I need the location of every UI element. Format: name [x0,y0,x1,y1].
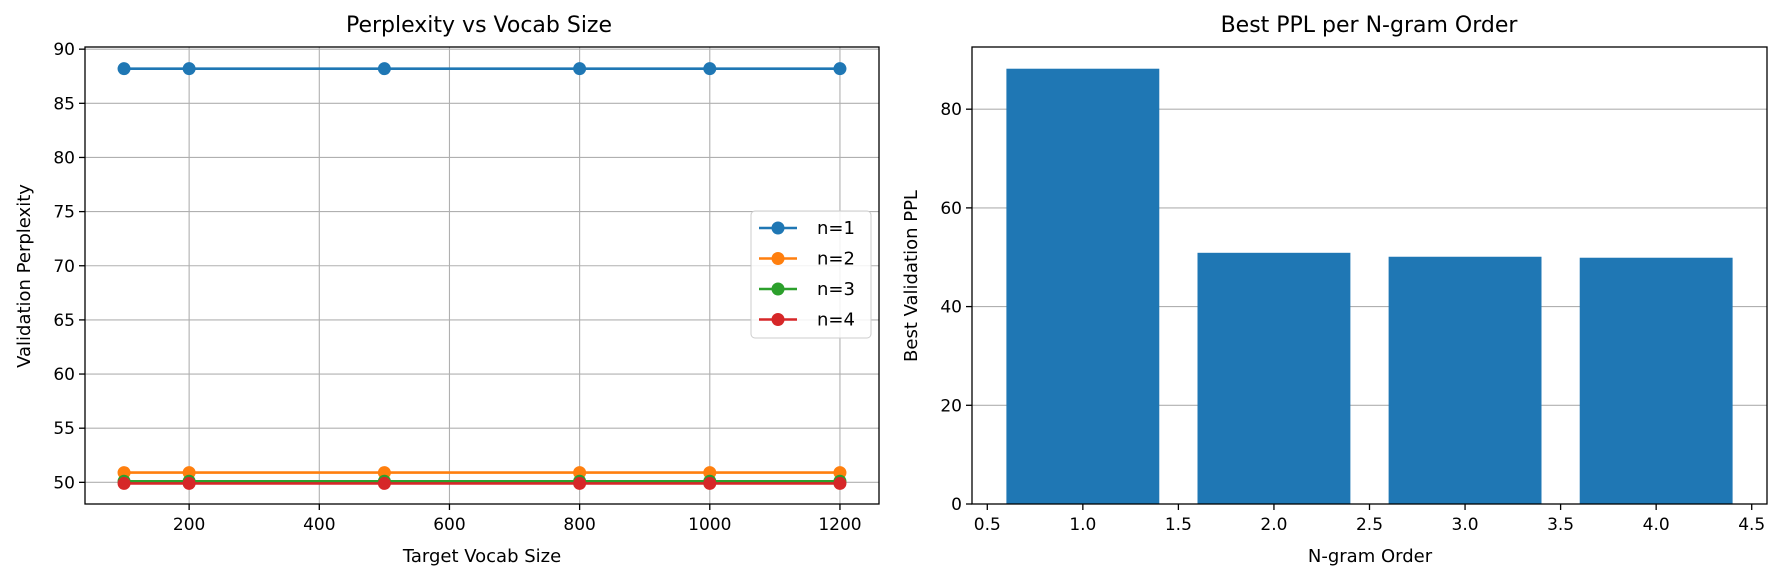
line-chart-frame [84,46,880,505]
x-tick-label: 2.5 [1356,515,1383,535]
x-tick-label: 3.5 [1547,515,1574,535]
line-chart-legend: n=1 n=2 n=3 n=4 [750,210,872,339]
x-tick-label: 600 [433,515,465,535]
y-tick-label: 90 [53,40,75,60]
y-tick-label: 70 [53,257,75,277]
bar-chart-title: Best PPL per N-gram Order [1221,13,1519,38]
x-tick-label: 1.0 [1069,515,1096,535]
y-tick-label: 80 [53,148,75,168]
y-tick-label: 0 [951,495,962,515]
x-tick-label: 3.0 [1452,515,1479,535]
legend-label: n=3 [817,279,855,300]
y-tick-label: 20 [940,396,962,416]
data-point [182,476,196,490]
legend-swatch-marker [771,221,785,235]
x-tick-label: 200 [173,515,205,535]
bar-chart-bars [1006,68,1733,504]
data-point [833,62,847,76]
y-tick-label: 60 [53,365,75,385]
x-tick-label: 1.5 [1165,515,1192,535]
line-chart-xlabel: Target Vocab Size [402,546,561,567]
data-point [573,476,587,490]
line-chart-ticks: 200 400 600 800 1000 1200 50 55 60 65 70 75 80 85 90 [53,40,861,535]
y-tick-label: 40 [940,298,962,318]
bar-chart-ylabel: Best Validation PPL [901,190,922,362]
data-point [117,476,131,490]
data-point [182,62,196,76]
bar [1006,68,1160,504]
bar-chart-ticks: 0 20 40 60 80 0.5 1.0 1.5 2.0 2.5 3.0 3.5 4.0 4.5 [940,100,1765,535]
x-tick-label: 400 [303,515,335,535]
legend-box [750,210,872,339]
x-tick-label: 0.5 [974,515,1001,535]
y-tick-label: 55 [53,419,75,439]
data-point [833,476,847,490]
line-chart-series [117,62,847,490]
y-tick-label: 80 [940,100,962,120]
line-chart-perplexity: Perplexity vs Vocab Size 200 400 600 800 100… [14,13,880,567]
line-chart-ylabel: Validation Perplexity [14,184,35,368]
bar-chart-xlabel: N-gram Order [1308,546,1433,567]
data-point [377,62,391,76]
data-point [703,476,717,490]
data-point [703,62,717,76]
data-point [377,476,391,490]
legend-label: n=1 [817,218,855,239]
y-tick-label: 60 [940,199,962,219]
y-tick-label: 65 [53,311,75,331]
legend-swatch-marker [771,252,785,265]
x-tick-label: 1200 [818,515,861,535]
y-tick-label: 50 [53,473,75,493]
legend-swatch-marker [771,282,785,296]
bar [1388,256,1542,504]
line-chart-title: Perplexity vs Vocab Size [346,13,612,38]
x-tick-label: 2.0 [1260,515,1287,535]
legend-swatch-marker [771,313,785,326]
data-point [117,62,131,76]
bar [1197,252,1351,504]
bar [1579,257,1733,504]
y-tick-label: 75 [53,203,75,223]
x-tick-label: 4.5 [1738,515,1765,535]
y-tick-label: 85 [53,94,75,114]
x-tick-label: 1000 [688,515,731,535]
data-point [573,62,587,76]
bar-chart-best-ppl: Best PPL per N-gram Order 0 20 40 60 80 0.5 1.… [901,13,1768,567]
legend-label: n=4 [817,310,855,331]
x-tick-label: 800 [563,515,595,535]
legend-label: n=2 [817,249,855,270]
x-tick-label: 4.0 [1643,515,1670,535]
